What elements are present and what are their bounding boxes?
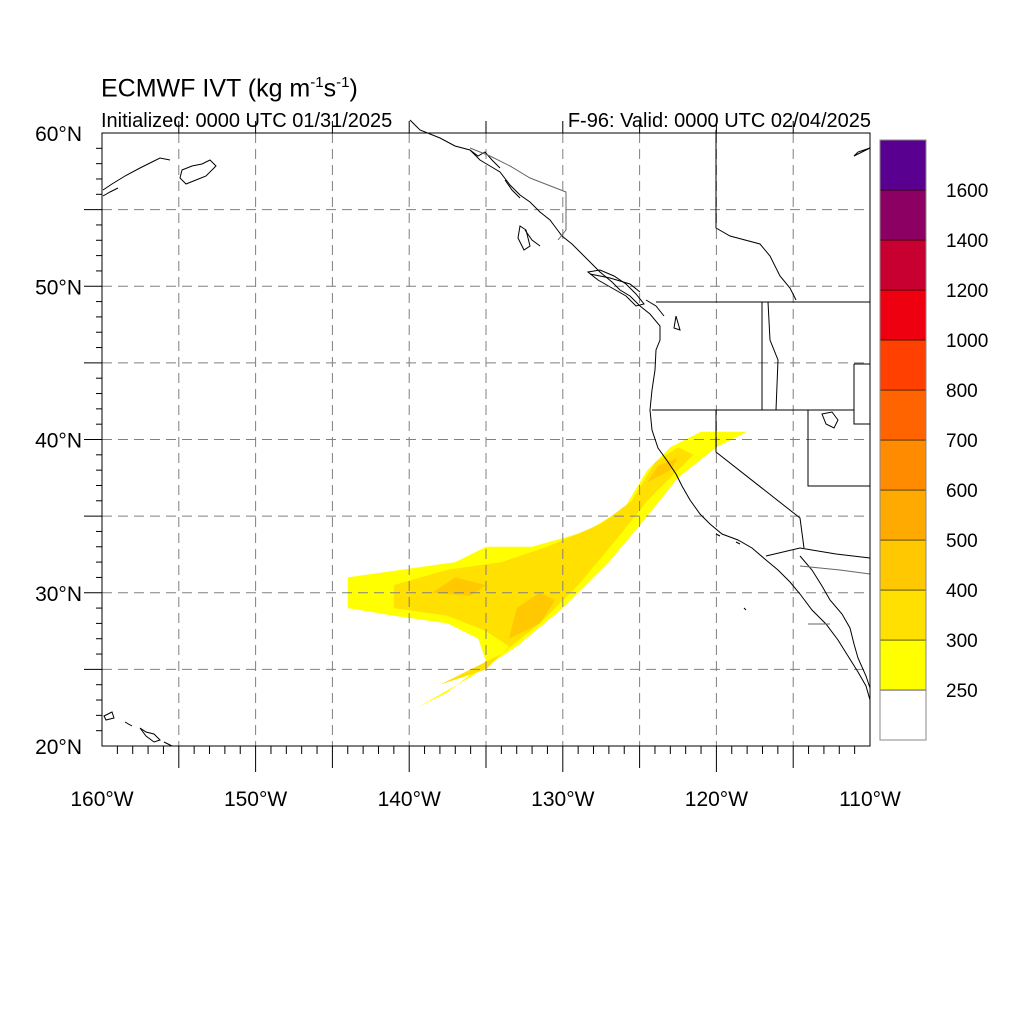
lon-tick-label: 130°W (531, 788, 594, 811)
canada-provincial-border (715, 130, 797, 301)
lon-tick-label: 120°W (685, 788, 748, 811)
title-mid: s (323, 74, 337, 103)
alaska-coast (102, 157, 171, 197)
map-frame-layer: 160°W 150°W 140°W 130°W 120°W 110°W 20°N 30°N 40… (35, 121, 901, 811)
map-title: ECMWF IVT (kg m-1s-1) (101, 74, 358, 103)
alaska-islands (179, 159, 217, 185)
colorbar-box (879, 139, 927, 191)
title-sup-2: -1 (336, 74, 350, 91)
colorbar-label: 300 (946, 631, 978, 652)
colorbar-label: 400 (946, 581, 978, 602)
ivt-contour-500-0 (509, 592, 556, 639)
colorbar-box (879, 589, 927, 641)
colorbar-box (879, 289, 927, 341)
mexico-state-borders (799, 565, 871, 625)
colorbar-label: 500 (946, 531, 978, 552)
bc-islands (469, 149, 681, 331)
colorbar-box (879, 439, 927, 491)
colorbar-box (879, 339, 927, 391)
lat-tick-label: 50°N (35, 276, 82, 299)
colorbar-box (879, 389, 927, 441)
colorbar-label: 800 (946, 381, 978, 402)
lon-tick-label: 110°W (839, 788, 901, 811)
colorbar-box (879, 189, 927, 241)
colorbar-box (879, 639, 927, 691)
title-suffix: ) (349, 74, 358, 103)
coastline-layer (102, 119, 871, 747)
colorbar-label: 250 (946, 681, 978, 702)
colorbar-box (879, 239, 927, 291)
ivt-contour-500-1 (432, 577, 486, 596)
colorbar-box (879, 689, 927, 741)
colorbar-label: 1200 (946, 281, 988, 302)
title-prefix: ECMWF IVT (kg m (101, 74, 311, 103)
us-mexico-border (765, 547, 871, 559)
hawaii-islands (103, 711, 173, 747)
lat-tick-label: 30°N (35, 583, 82, 606)
channel-islands (715, 533, 747, 611)
colorbar-label: 700 (946, 431, 978, 452)
vancouver-island (586, 269, 645, 307)
lon-tick-label: 140°W (378, 788, 441, 811)
colorbar-label: 1000 (946, 331, 988, 352)
border-layer (469, 130, 871, 625)
title-sup-1: -1 (310, 74, 324, 91)
lon-tick-label: 150°W (224, 788, 287, 811)
valid-time-label: F-96: Valid: 0000 UTC 02/04/2025 (567, 110, 871, 132)
haida-gwaii (517, 225, 531, 251)
alaska-canada-border (469, 147, 567, 241)
state-borders (652, 301, 870, 549)
ivt-fill-layer (301, 370, 847, 731)
lat-tick-label: 60°N (35, 123, 82, 146)
lat-tick-label: 20°N (35, 736, 82, 759)
lat-tick-label: 40°N (35, 430, 82, 453)
lon-tick-label: 160°W (70, 788, 133, 811)
colorbar-frame (879, 139, 927, 741)
colorbar-label: 600 (946, 481, 978, 502)
ivt-contour-500-2 (647, 457, 678, 483)
colorbar-label: 1600 (946, 181, 988, 202)
grid-layer (102, 133, 870, 746)
init-time-label: Initialized: 0000 UTC 01/31/2025 (101, 110, 393, 132)
north-america-coastline (409, 119, 871, 701)
colorbar-label: 1400 (946, 231, 988, 252)
colorbar-box (879, 489, 927, 541)
ivt-contour-400-0 (393, 447, 694, 685)
colorbar-box (879, 539, 927, 591)
great-salt-lake (821, 411, 839, 429)
colorbar-layer: 250 300 400 500 600 700 800 1000 1200 1400 1600 (879, 139, 988, 741)
baja-gulf-coastline (799, 555, 871, 689)
